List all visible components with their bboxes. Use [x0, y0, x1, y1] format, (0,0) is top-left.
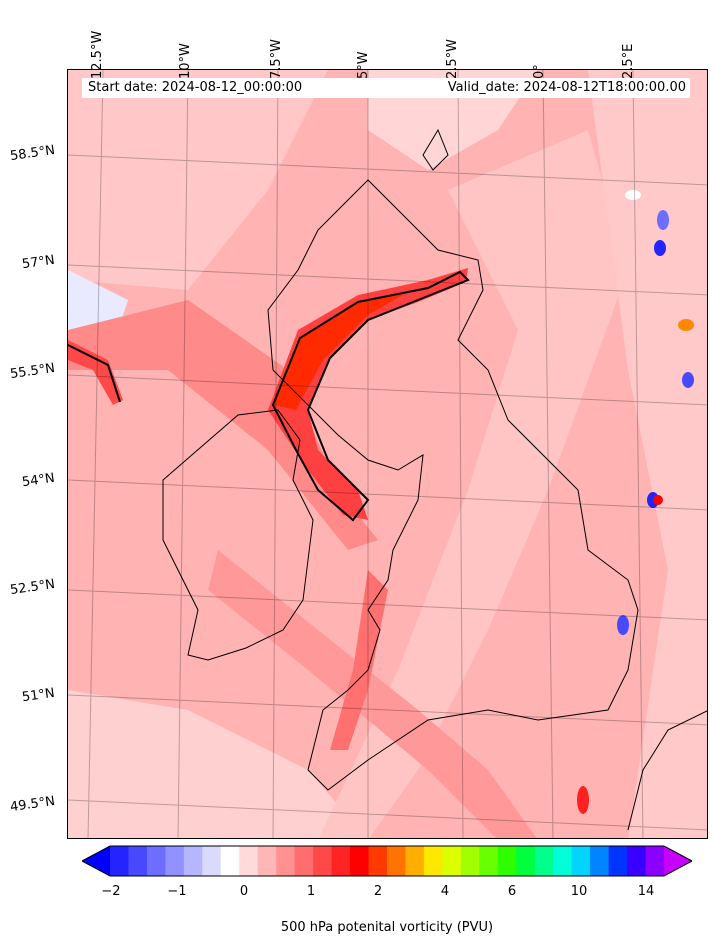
date-info-box: Start date: 2024-08-12_00:00:00 Valid_da…	[82, 78, 690, 98]
lon-label: 12.5°W	[90, 30, 105, 79]
lat-label: 51°N	[21, 685, 56, 706]
colorbar-swatch	[313, 846, 333, 876]
colorbar-swatch	[442, 846, 462, 876]
lat-label: 49.5°N	[9, 793, 56, 816]
colorbar-tick-label: 6	[507, 884, 517, 899]
pv-field-map	[68, 70, 707, 838]
gridlines	[68, 70, 707, 838]
colorbar-swatch	[645, 846, 665, 876]
lon-label: 5°W	[356, 51, 371, 79]
colorbar-swatch	[627, 846, 647, 876]
colorbar-tick-label: 14	[637, 884, 655, 899]
colorbar-swatch	[165, 846, 185, 876]
pv-moderate-band	[68, 300, 378, 550]
colorbar-swatch	[257, 846, 277, 876]
colorbar-swatch	[405, 846, 425, 876]
colorbar-swatch	[276, 846, 296, 876]
colorbar-extend-high	[664, 846, 692, 876]
colorbar-swatch	[220, 846, 240, 876]
colorbar-swatch	[239, 846, 259, 876]
colorbar-extend-low	[82, 846, 110, 876]
colorbar-swatch	[331, 846, 351, 876]
colorbar-tick-label: 10	[570, 884, 588, 899]
colorbar-swatch	[110, 846, 129, 876]
lon-label: 2.5°E	[621, 43, 636, 79]
colorbar-swatch	[350, 846, 370, 876]
pv-high-streamer	[68, 340, 123, 405]
lon-label: 10°W	[178, 43, 193, 79]
pv-peak-core	[273, 292, 408, 410]
colorbar-swatch	[553, 846, 573, 876]
pv-light-region	[68, 70, 328, 290]
pv-light-region	[588, 70, 707, 838]
pv-contour	[68, 270, 470, 522]
lon-label: 7.5°W	[269, 38, 284, 79]
map-plot-area	[67, 69, 708, 839]
lat-label: 52.5°N	[9, 576, 56, 599]
coastline	[162, 128, 707, 831]
lat-label: 54°N	[21, 470, 56, 491]
colorbar-swatch	[590, 846, 610, 876]
pv-light-band	[318, 130, 628, 838]
colorbar-title: 500 hPa potenital vorticity (PVU)	[280, 920, 494, 935]
colorbar-swatch	[608, 846, 628, 876]
pv-moderate-band	[330, 570, 388, 750]
lon-label: 0°	[532, 64, 547, 79]
lat-label: 55.5°N	[9, 360, 56, 383]
colorbar-swatch	[183, 846, 203, 876]
colorbar-tick-label: −1	[167, 884, 187, 899]
colorbar-tick-label: −2	[101, 884, 121, 899]
colorbar-swatch	[128, 846, 148, 876]
colorbar-tick-label: 0	[239, 884, 249, 899]
colorbar-outline	[82, 845, 692, 877]
colorbar-swatch	[460, 846, 480, 876]
colorbar	[82, 845, 692, 877]
colorbar-swatch	[479, 846, 499, 876]
valid-date-label: Valid_date: 2024-08-12T18:00:00.00	[447, 80, 686, 95]
colorbar-tick-label: 2	[373, 884, 383, 899]
colorbar-swatch	[146, 846, 166, 876]
start-date-label: Start date: 2024-08-12_00:00:00	[88, 80, 303, 95]
colorbar-tick-label: 1	[306, 884, 316, 899]
colorbar-swatch	[423, 846, 443, 876]
lat-label: 57°N	[21, 252, 56, 273]
pv-light-region	[68, 690, 367, 838]
colorbar-swatch	[497, 846, 517, 876]
colorbar-swatch	[534, 846, 554, 876]
colorbar-swatch	[202, 846, 222, 876]
colorbar-swatch	[571, 846, 591, 876]
colorbar-swatch	[516, 846, 536, 876]
pv-moderate-band	[208, 550, 537, 838]
colorbar-swatch	[387, 846, 406, 876]
colorbar-swatch	[294, 846, 314, 876]
lat-label: 58.5°N	[9, 142, 56, 165]
colorbar-swatch	[368, 846, 388, 876]
colorbar-tick-label: 4	[440, 884, 450, 899]
pv-oscillation-cluster	[577, 190, 694, 814]
lon-label: 2.5°W	[445, 38, 460, 79]
